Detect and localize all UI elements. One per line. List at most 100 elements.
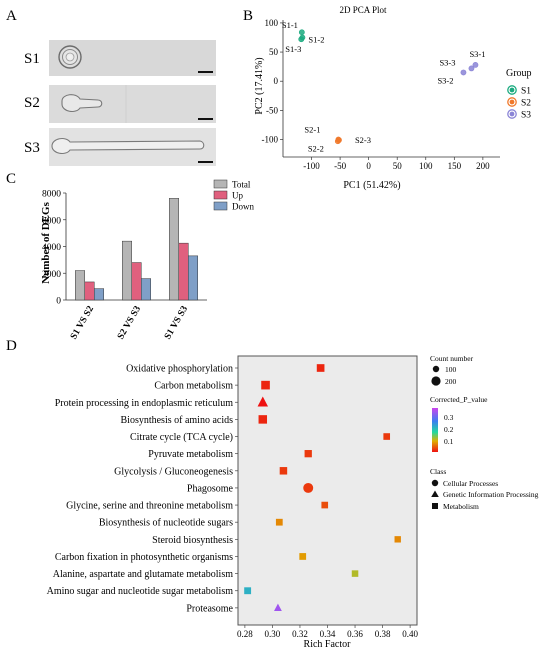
pca-x-tick-label: -100: [303, 161, 320, 171]
pvalue-legend-title: Corrected_P_value: [430, 395, 488, 404]
pvalue-tick-1: 0.2: [444, 425, 454, 434]
pca-point-label: S1-2: [308, 34, 324, 44]
pvalue-colorbar: [432, 408, 438, 452]
pca-legend-marker-s3: [507, 109, 517, 119]
class-legend-label-1: Genetic Information Processing: [443, 490, 539, 499]
class-legend-label-0: Cellular Processes: [443, 479, 498, 488]
kegg-term-label: Steroid biosynthesis: [152, 535, 233, 546]
kegg-term-label: Carbon fixation in photosynthetic organi…: [55, 552, 233, 563]
degs-bar-down: [188, 255, 198, 301]
count-legend-dot-large: [431, 376, 441, 386]
panel-c-letter: C: [6, 171, 16, 187]
kegg-point-circle: [303, 482, 314, 493]
count-legend-large-label: 200: [445, 377, 457, 386]
degs-bar-total: [75, 270, 85, 301]
degs-y-tick-label: 0: [56, 297, 61, 307]
degs-y-tick-label: 2000: [42, 270, 61, 280]
kegg-point-square: [351, 570, 359, 577]
pca-plot: -100 -50 0 50 100 150 200 100 50 0 -50 -100 S1-1 S1-2…: [262, 18, 500, 171]
pca-point-label: S3-2: [437, 75, 453, 85]
pca-xlabel: PC1 (51.42%): [343, 180, 400, 191]
count-legend-title: Count number: [430, 354, 474, 363]
pca-point-s1-1: [298, 29, 305, 36]
scale-bar-s1: [198, 71, 213, 73]
pca-legend: S1 S2 S3: [507, 85, 531, 121]
degs-y-tick-label: 6000: [42, 216, 61, 226]
panel-b: B 2D PCA Plot -100 -50 0 50 100 150 200100500-…: [243, 5, 532, 191]
kegg-point-square: [275, 518, 283, 526]
pca-point-s3-1: [472, 61, 479, 68]
pca-y-tick-label: 50: [269, 47, 279, 57]
scale-bar-s3: [198, 161, 213, 163]
class-legend-square-icon: [432, 503, 438, 509]
pca-x-tick-label: 200: [476, 161, 490, 171]
kegg-term-label: Glycolysis / Gluconeogenesis: [114, 466, 233, 477]
pca-point-label: S3-3: [439, 57, 455, 67]
pca-x-tick-label: 0: [366, 161, 371, 171]
kegg-point-square: [316, 364, 325, 372]
class-legend-label-2: Metabolism: [443, 502, 479, 511]
pca-point-label: S1-3: [285, 44, 301, 54]
row-label-s2: S2: [24, 95, 40, 111]
pvalue-tick-0: 0.3: [444, 413, 454, 422]
degs-bar-up: [84, 281, 95, 301]
kegg-plot-area: [237, 355, 418, 626]
pca-point-s2-3: [336, 137, 342, 143]
pca-point-label: S2-2: [308, 143, 324, 153]
kegg-term-label: Pyruvate metabolism: [148, 449, 233, 460]
kegg-term-label: Oxidative phosphorylation: [126, 364, 233, 375]
kegg-term-label: Phagosome: [187, 483, 234, 494]
pca-x-tick-label: 150: [448, 161, 462, 171]
pca-y-tick-label: -50: [266, 105, 278, 115]
kegg-point-square: [321, 501, 329, 509]
pca-point-s1-3: [298, 36, 305, 43]
micrograph-s1: [49, 40, 216, 76]
kegg-term-label: Protein processing in endoplasmic reticu…: [55, 398, 234, 409]
kegg-term-label: Amino sugar and nucleotide sugar metabol…: [47, 586, 234, 597]
kegg-x-tick-label: 0.34: [320, 629, 336, 639]
panel-c: C 0 2000 4000 6000 8000 S1 VS S2 S2 VS S3 S1 VS…: [6, 171, 254, 341]
kegg-plot: 0.28 0.30 0.32 0.34 0.36 0.38 0.40 Oxidative ph…: [47, 364, 419, 640]
degs-bar-down: [141, 278, 151, 301]
kegg-point-square: [304, 450, 312, 458]
degs-legend-label-up: Up: [232, 191, 243, 201]
row-label-s1: S1: [24, 51, 40, 67]
row-label-s3: S3: [24, 140, 40, 156]
pca-point-s3-3: [468, 65, 475, 72]
kegg-point-square: [279, 467, 288, 475]
degs-category-label: S2 VS S3: [116, 304, 143, 341]
pca-ylabel: PC2 (17.41%): [254, 57, 265, 114]
degs-legend-swatch-up: [213, 190, 228, 200]
kegg-x-tick-label: 0.30: [265, 629, 281, 639]
degs-y-tick-label: 8000: [42, 190, 61, 200]
pca-title: 2D PCA Plot: [339, 5, 387, 15]
pca-x-tick-label: 50: [393, 161, 403, 171]
micrograph-s3: [49, 128, 216, 166]
pca-legend-label-s2: S2: [521, 99, 531, 109]
degs-bar-total: [169, 198, 179, 301]
class-legend-triangle-icon: [431, 490, 439, 497]
panel-a-letter: A: [6, 8, 17, 24]
kegg-x-tick-label: 0.40: [402, 629, 418, 639]
degs-bar-down: [94, 288, 104, 301]
kegg-xlabel: Rich Factor: [304, 639, 352, 650]
kegg-x-tick-label: 0.32: [292, 629, 308, 639]
pca-x-tick-label: -50: [334, 161, 346, 171]
kegg-point-square: [261, 380, 270, 390]
pca-point-s3-2: [460, 69, 467, 76]
micrograph-s2: [49, 85, 216, 123]
pca-y-tick-label: 100: [265, 18, 279, 28]
panel-a: A S1 S2 S3: [6, 8, 216, 166]
degs-legend-swatch-total: [213, 179, 228, 189]
pca-x-tick-label: 100: [419, 161, 433, 171]
kegg-term-label: Biosynthesis of nucleotide sugars: [99, 518, 233, 529]
panel-d: D 0.28 0.30 0.32 0.34 0.36 0.38 0.40 Oxidative …: [6, 338, 539, 650]
pca-legend-marker-s1: [507, 85, 517, 95]
pca-legend-dot-s2: [509, 99, 515, 105]
kegg-point-square: [258, 415, 268, 424]
kegg-term-label: Alanine, aspartate and glutamate metabol…: [53, 569, 233, 580]
degs-legend-swatch-down: [213, 201, 228, 211]
degs-bar-up: [131, 262, 142, 301]
